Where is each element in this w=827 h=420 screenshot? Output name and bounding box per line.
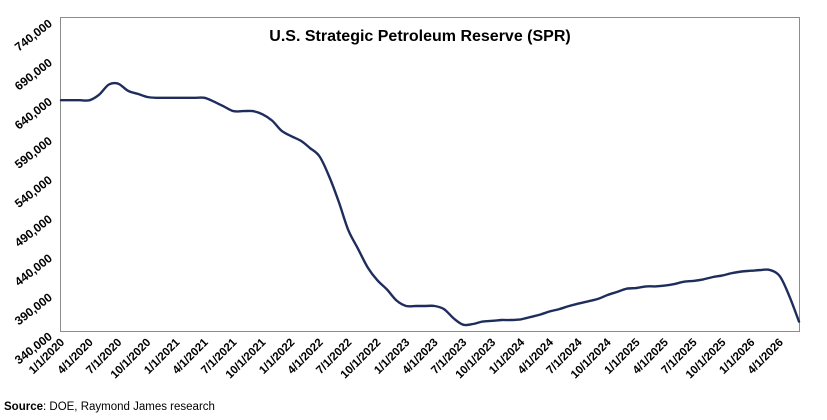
source-label: Source (4, 401, 43, 413)
source-note: Source: DOE, Raymond James research (4, 401, 215, 413)
y-tick-label: 640,000 (12, 94, 55, 132)
y-axis-tick-labels: 340,000390,000440,000490,000540,000590,0… (12, 16, 55, 367)
y-tick-label: 690,000 (12, 55, 55, 93)
plot-frame (60, 17, 800, 332)
source-text: : DOE, Raymond James research (43, 401, 215, 413)
y-tick-label: 490,000 (12, 212, 55, 250)
y-tick-label: 590,000 (12, 134, 55, 172)
y-tick-label: 390,000 (12, 290, 55, 328)
chart-title: U.S. Strategic Petroleum Reserve (SPR) (269, 28, 570, 45)
y-tick-label: 440,000 (12, 251, 55, 289)
y-tick-label: 540,000 (12, 173, 55, 211)
x-axis-tick-labels: 1/1/20204/1/20207/1/202010/1/20201/1/202… (27, 336, 786, 381)
spr-series-line (59, 81, 801, 327)
y-tick-label: 740,000 (12, 16, 55, 54)
chart-svg: U.S. Strategic Petroleum Reserve (SPR) 3… (12, 16, 801, 381)
